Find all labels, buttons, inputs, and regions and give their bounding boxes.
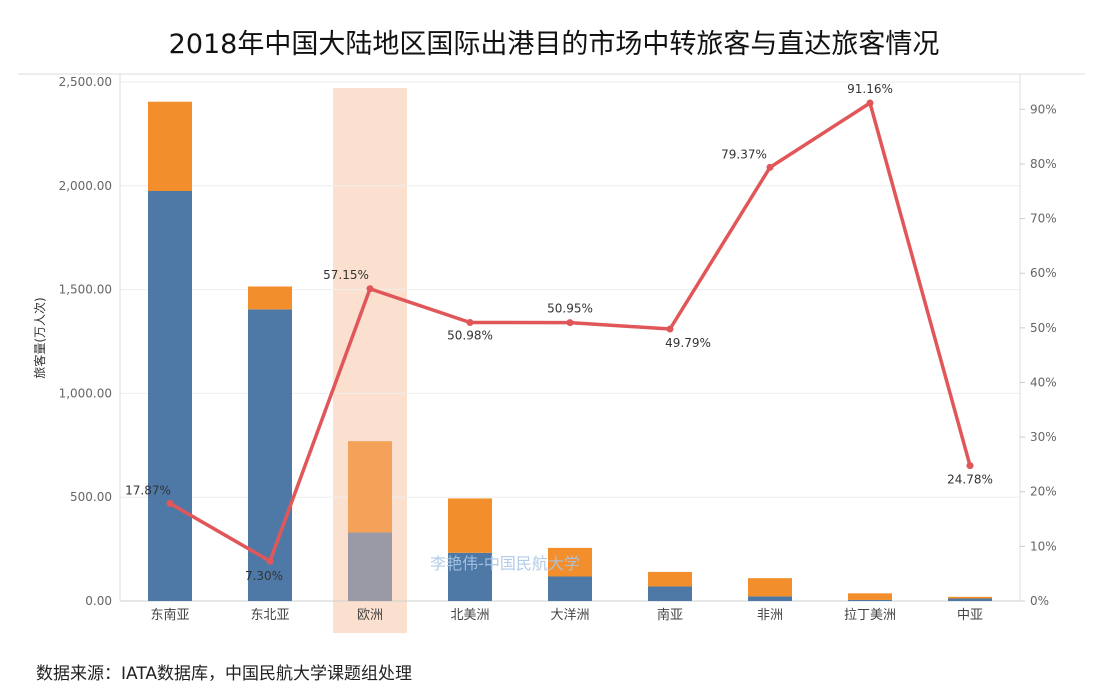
y2-tick-label: 10% [1030, 539, 1057, 553]
line-data-label: 49.79% [665, 336, 711, 350]
y2-tick-label: 40% [1030, 375, 1057, 389]
y2-tick-label: 20% [1030, 485, 1057, 499]
line-point [366, 285, 374, 293]
y-tick-label: 1,000.00 [59, 386, 112, 400]
bar-direct [748, 596, 792, 601]
line-point [666, 325, 674, 333]
x-tick-label: 东南亚 [150, 607, 189, 623]
line-point [466, 318, 474, 326]
x-tick-label: 非洲 [757, 608, 783, 623]
bar-transfer [148, 101, 192, 191]
bar-direct [148, 190, 192, 602]
line-data-label: 91.16% [847, 82, 893, 96]
line-data-label: 50.98% [447, 328, 493, 342]
x-tick-label: 北美洲 [450, 608, 489, 623]
bar-transfer [348, 441, 392, 533]
bar-direct [448, 552, 492, 601]
source-note: 数据来源：IATA数据库，中国民航大学课题组处理 [36, 664, 413, 684]
line-point [966, 462, 974, 470]
line-data-label: 57.15% [323, 268, 369, 282]
bar-direct [648, 586, 692, 601]
x-tick-label: 欧洲 [357, 608, 383, 623]
chart-title: 2018年中国大陆地区国际出港目的市场中转旅客与直达旅客情况 [168, 29, 940, 60]
bar-transfer [948, 596, 992, 599]
x-tick-label: 拉丁美洲 [844, 608, 896, 623]
x-tick-label: 中亚 [957, 608, 983, 623]
line-data-label: 24.78% [947, 473, 993, 487]
y2-tick-label: 30% [1030, 430, 1057, 444]
y2-tick-label: 60% [1030, 266, 1057, 280]
y-tick-label: 500.00 [70, 490, 112, 504]
y-axis-title: 旅客量(万人次) [32, 297, 47, 378]
bar-transfer [748, 578, 792, 597]
bar-transfer [448, 498, 492, 553]
bar-transfer [548, 547, 592, 577]
bar-transfer [248, 286, 292, 310]
y2-tick-label: 0% [1030, 594, 1049, 608]
y2-tick-label: 90% [1030, 102, 1057, 116]
line-point [266, 557, 274, 565]
x-tick-label: 大洋洲 [550, 608, 589, 623]
line-point [566, 319, 574, 327]
line-point [866, 99, 874, 107]
line-data-label: 50.95% [547, 302, 593, 316]
line-point [166, 499, 174, 507]
y-tick-label: 2,500.00 [59, 75, 112, 89]
bar-direct [948, 598, 992, 601]
bar-transfer [848, 593, 892, 600]
y2-tick-label: 80% [1030, 157, 1057, 171]
y-tick-label: 0.00 [85, 594, 112, 608]
watermark: 李艳伟-中国民航大学 [430, 554, 580, 573]
x-tick-label: 东北亚 [250, 608, 289, 623]
y-tick-label: 2,000.00 [59, 179, 112, 193]
line-data-label: 17.87% [125, 483, 171, 497]
bar-direct [348, 532, 392, 601]
y2-tick-label: 50% [1030, 321, 1057, 335]
bar-direct [848, 599, 892, 601]
bar-transfer [648, 571, 692, 587]
line-data-label: 79.37% [721, 147, 767, 161]
y-tick-label: 1,500.00 [59, 283, 112, 297]
line-point [766, 163, 774, 171]
bar-direct [548, 576, 592, 601]
x-tick-label: 南亚 [657, 607, 683, 623]
line-data-label: 7.30% [245, 569, 283, 583]
y2-tick-label: 70% [1030, 212, 1057, 226]
